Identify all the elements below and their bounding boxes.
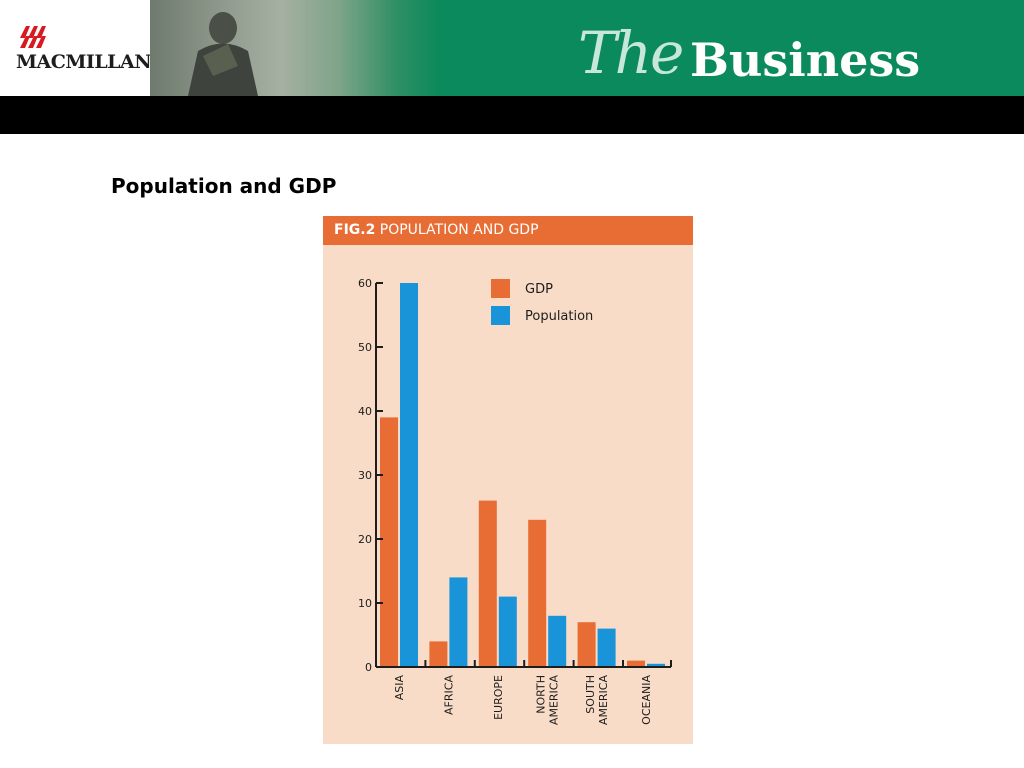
- x-category-label: OCEANIA: [640, 675, 653, 725]
- bar-population-1: [449, 577, 468, 667]
- x-category-label: AMERICA: [597, 675, 610, 726]
- bar-gdp-1: [429, 641, 448, 667]
- brand-business: Business: [690, 33, 921, 87]
- chart-title: POPULATION AND GDP: [379, 222, 539, 238]
- y-tick-label: 50: [358, 341, 372, 354]
- figure-caption: FIG.2 POPULATION AND GDP: [334, 222, 539, 238]
- x-category-label: AMERICA: [548, 675, 561, 726]
- chart-figure: FIG.2 POPULATION AND GDP 0 10 20 30 40 50 60 AS…: [323, 216, 693, 744]
- macmillan-mark-icon: [20, 26, 46, 48]
- y-tick-label: 60: [358, 277, 372, 290]
- brand-area: [440, 0, 1024, 96]
- bar-population-2: [498, 596, 517, 667]
- y-tick-label: 30: [358, 469, 372, 482]
- slide-title: Population and GDP: [111, 174, 337, 198]
- brand-the: The: [578, 19, 684, 87]
- x-category-label: ASIA: [393, 675, 406, 701]
- bar-gdp-4: [577, 622, 596, 667]
- header-divider-bar: [0, 96, 1024, 134]
- publisher-name: MACMILLAN: [16, 51, 152, 73]
- legend-swatch-population: [491, 306, 510, 325]
- y-tick-label: 0: [365, 661, 372, 674]
- legend-label: GDP: [525, 282, 553, 297]
- x-category-label: SOUTH: [584, 675, 597, 714]
- bar-gdp-2: [478, 500, 497, 667]
- bar-gdp-3: [528, 519, 547, 667]
- legend-label: Population: [525, 309, 593, 324]
- figure-number: FIG.2: [334, 222, 376, 238]
- bar-gdp-5: [627, 660, 645, 667]
- x-category-label: EUROPE: [492, 675, 505, 720]
- bar-population-0: [400, 283, 418, 667]
- y-tick-label: 10: [358, 597, 372, 610]
- bar-gdp-0: [380, 417, 398, 667]
- bar-population-5: [647, 663, 665, 667]
- x-category-label: NORTH: [535, 675, 548, 714]
- person-photo-icon: [188, 12, 258, 96]
- legend-swatch-gdp: [491, 279, 510, 298]
- bar-population-4: [597, 628, 616, 667]
- figure-header: FIG.2 POPULATION AND GDP: [323, 216, 693, 245]
- header-banner: MACMILLAN The Business: [0, 0, 1024, 96]
- bar-population-3: [548, 615, 567, 667]
- y-tick-label: 40: [358, 405, 372, 418]
- y-tick-label: 20: [358, 533, 372, 546]
- banner-photo: [150, 0, 440, 96]
- x-category-label: AFRICA: [442, 675, 455, 715]
- publisher-logo[interactable]: MACMILLAN: [0, 0, 152, 96]
